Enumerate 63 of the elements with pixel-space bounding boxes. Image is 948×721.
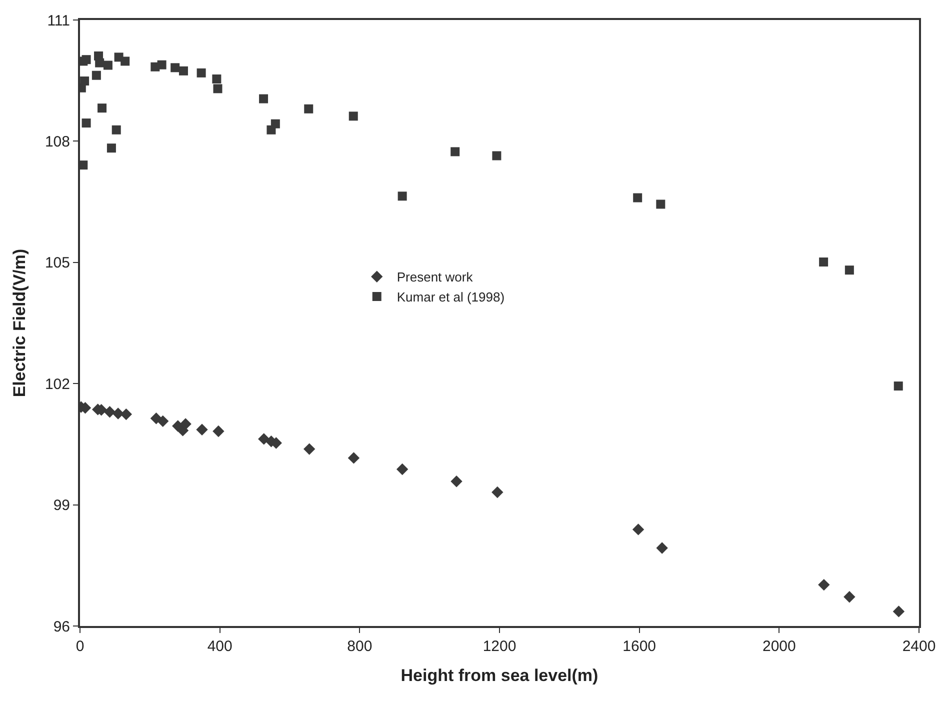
x-tick-label: 1200 (482, 638, 516, 655)
point (103, 60, 112, 70)
point (212, 425, 224, 438)
point (348, 452, 360, 464)
y-tick-label: 111 (47, 12, 70, 30)
point (213, 84, 222, 94)
point (120, 56, 130, 66)
point (95, 58, 104, 68)
point (396, 463, 408, 476)
y-tick-label: 105 (44, 254, 70, 272)
point (157, 60, 166, 70)
point (112, 125, 121, 134)
point (98, 104, 107, 113)
x-axis-title: Height from sea level(m) (400, 666, 598, 685)
point (157, 415, 169, 428)
point (82, 55, 91, 64)
y-tick-label: 108 (44, 133, 70, 150)
point (80, 76, 90, 86)
point (106, 144, 116, 153)
y-tick-label: 102 (44, 376, 70, 393)
point (492, 151, 502, 160)
point (196, 424, 208, 436)
point (304, 104, 314, 114)
point (844, 266, 854, 275)
point (892, 606, 905, 618)
point (348, 112, 358, 121)
point (259, 94, 268, 104)
y-tick-label: 99 (53, 497, 70, 514)
point (270, 119, 280, 128)
point (82, 118, 91, 128)
x-tick-label: 1600 (622, 638, 656, 655)
point (818, 578, 830, 591)
point (80, 160, 88, 170)
legend-label: Present work (396, 270, 474, 285)
point (450, 147, 460, 156)
point (180, 418, 192, 430)
point (104, 406, 116, 418)
point (120, 408, 132, 420)
x-tick-label: 400 (207, 638, 232, 655)
x-tick-label: 2400 (902, 638, 936, 655)
point (92, 70, 101, 80)
x-tick-label: 0 (76, 638, 84, 655)
point (844, 591, 856, 603)
y-tick-label: 96 (53, 618, 70, 636)
point (303, 443, 316, 455)
point (212, 74, 222, 84)
point (633, 193, 642, 202)
point (450, 476, 462, 488)
point (894, 382, 903, 391)
x-tick-label: 800 (347, 638, 372, 655)
x-tick-label: 2000 (762, 638, 796, 655)
y-axis-title: Electric Field(V/m) (10, 248, 30, 398)
point (656, 200, 666, 209)
point (632, 524, 644, 536)
legend-label: Kumar et al (1998) (396, 290, 505, 305)
point (196, 68, 206, 78)
point (492, 486, 504, 498)
point (170, 63, 180, 72)
point (178, 66, 188, 76)
point (656, 542, 668, 554)
point (398, 192, 407, 201)
point (258, 433, 270, 445)
point (819, 258, 828, 266)
